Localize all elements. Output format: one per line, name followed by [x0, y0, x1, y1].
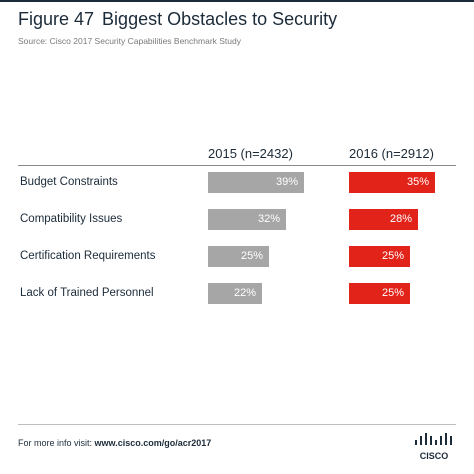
- bar-2015: 22%: [208, 283, 262, 304]
- bar-value-label: 25%: [240, 250, 263, 262]
- figure-title: Figure 47 Biggest Obstacles to Security: [18, 9, 337, 30]
- footer-rule: [18, 424, 456, 425]
- bar-2015: 25%: [208, 246, 269, 267]
- category-label: Budget Constraints: [20, 176, 118, 188]
- series-header-2016: 2016 (n=2912): [349, 146, 434, 161]
- figure-number: Figure 47: [18, 9, 95, 29]
- bar-2015: 39%: [208, 172, 304, 193]
- footer-text: For more info visit: www.cisco.com/go/ac…: [18, 438, 211, 448]
- series-header-2015: 2015 (n=2432): [208, 146, 293, 161]
- category-label: Lack of Trained Personnel: [20, 287, 154, 299]
- category-label: Certification Requirements: [20, 250, 156, 262]
- bar-value-label: 35%: [406, 176, 429, 188]
- bar-2016: 25%: [349, 246, 410, 267]
- bar-value-label: 32%: [257, 213, 280, 225]
- footer-link[interactable]: www.cisco.com/go/acr2017: [94, 438, 212, 448]
- header-rule: [18, 165, 456, 166]
- bar-value-label: 22%: [233, 287, 256, 299]
- category-label: Compatibility Issues: [20, 213, 123, 225]
- bar-value-label: 39%: [275, 176, 298, 188]
- top-rule: [0, 0, 474, 2]
- bar-value-label: 25%: [381, 250, 404, 262]
- bar-2016: 25%: [349, 283, 410, 304]
- bar-2015: 32%: [208, 209, 286, 230]
- footer-prefix: For more info visit:: [18, 438, 95, 448]
- bar-2016: 35%: [349, 172, 435, 193]
- figure-title-text: Biggest Obstacles to Security: [102, 9, 338, 29]
- figure-source: Source: Cisco 2017 Security Capabilities…: [18, 36, 241, 46]
- cisco-logo: CISCO: [415, 433, 452, 461]
- bar-value-label: 28%: [389, 213, 412, 225]
- cisco-bridge-icon: [415, 433, 452, 445]
- cisco-logo-text: CISCO: [420, 451, 449, 461]
- bar-2016: 28%: [349, 209, 418, 230]
- bar-value-label: 25%: [381, 287, 404, 299]
